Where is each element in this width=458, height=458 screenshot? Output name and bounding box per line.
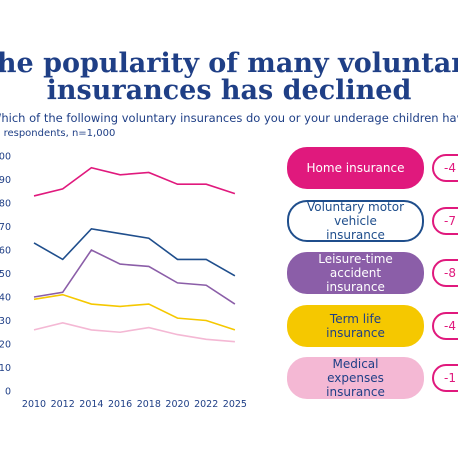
legend-item: Medical expenses insurance <box>287 357 424 399</box>
y-tick-label: 60 <box>0 246 11 257</box>
line <box>33 227 236 277</box>
y-tick-label: 50 <box>0 269 11 280</box>
x-tick-label: 2016 <box>108 399 132 410</box>
y-tick-label: 100 <box>0 152 11 163</box>
y-tick-label: 80 <box>0 199 11 210</box>
x-tick-label: 2018 <box>137 399 161 410</box>
y-tick-label: 30 <box>0 316 11 327</box>
legend-item: Home insurance <box>287 147 424 189</box>
change-label: -4 <box>432 311 458 340</box>
line <box>33 166 236 197</box>
subtitle: Which of the following voluntary insuran… <box>0 111 458 125</box>
x-tick-label: 2014 <box>79 399 103 410</box>
y-tick-label: 70 <box>0 222 11 233</box>
y-tick-label: 40 <box>0 293 11 304</box>
y-tick-label: 0 <box>5 387 11 398</box>
title: insurances has declined <box>47 75 412 106</box>
x-tick-label: 2025 <box>223 399 247 410</box>
y-tick-label: 10 <box>0 363 11 374</box>
legend-item: Leisure-time accident insurance <box>287 252 424 294</box>
change-label: -1 <box>432 364 458 392</box>
legend-item: Term life insurance <box>287 304 424 347</box>
y-tick-label: 90 <box>0 175 11 186</box>
title: The popularity of many voluntary <box>0 48 458 79</box>
change-label: -8 <box>432 259 458 287</box>
x-tick-label: 2022 <box>194 399 218 410</box>
line <box>33 322 235 343</box>
x-tick-label: 2010 <box>22 399 46 410</box>
legend-item: Voluntary motor vehicle insurance <box>287 199 424 242</box>
note: All respondents, n=1,000 <box>0 128 115 139</box>
x-tick-label: 2020 <box>165 399 189 410</box>
change-label: -7 <box>432 206 458 235</box>
line <box>33 248 236 305</box>
x-tick-label: 2012 <box>51 399 75 410</box>
change-label: -4 <box>432 154 458 182</box>
y-tick-label: 20 <box>0 340 11 351</box>
line <box>33 293 236 331</box>
